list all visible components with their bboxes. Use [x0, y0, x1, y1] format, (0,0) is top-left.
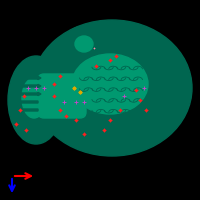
Ellipse shape	[75, 36, 93, 52]
Ellipse shape	[22, 78, 46, 118]
FancyArrow shape	[13, 92, 41, 96]
Ellipse shape	[8, 56, 64, 144]
FancyArrow shape	[10, 100, 38, 104]
Ellipse shape	[72, 54, 148, 114]
FancyArrow shape	[13, 84, 41, 88]
FancyBboxPatch shape	[32, 68, 92, 124]
FancyBboxPatch shape	[38, 74, 86, 118]
FancyArrow shape	[13, 76, 41, 80]
FancyArrow shape	[10, 108, 38, 112]
Ellipse shape	[64, 26, 104, 62]
Ellipse shape	[32, 20, 192, 156]
